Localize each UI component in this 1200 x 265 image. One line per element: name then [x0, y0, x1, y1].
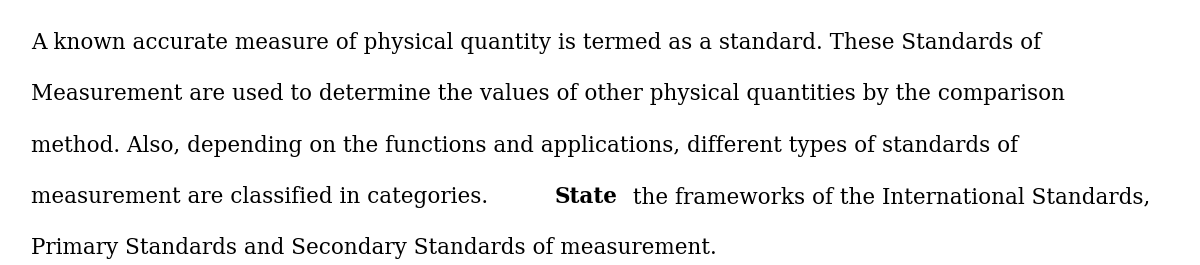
- Text: State: State: [554, 186, 618, 208]
- Text: A known accurate measure of physical quantity is termed as a standard. These Sta: A known accurate measure of physical qua…: [31, 32, 1040, 54]
- Text: Measurement are used to determine the values of other physical quantities by the: Measurement are used to determine the va…: [31, 83, 1064, 105]
- Text: method. Also, depending on the functions and applications, different types of st: method. Also, depending on the functions…: [31, 135, 1018, 157]
- Text: measurement are classified in categories.: measurement are classified in categories…: [31, 186, 494, 208]
- Text: Primary Standards and Secondary Standards of measurement.: Primary Standards and Secondary Standard…: [31, 237, 716, 259]
- Text: the frameworks of the International Standards,: the frameworks of the International Stan…: [625, 186, 1150, 208]
